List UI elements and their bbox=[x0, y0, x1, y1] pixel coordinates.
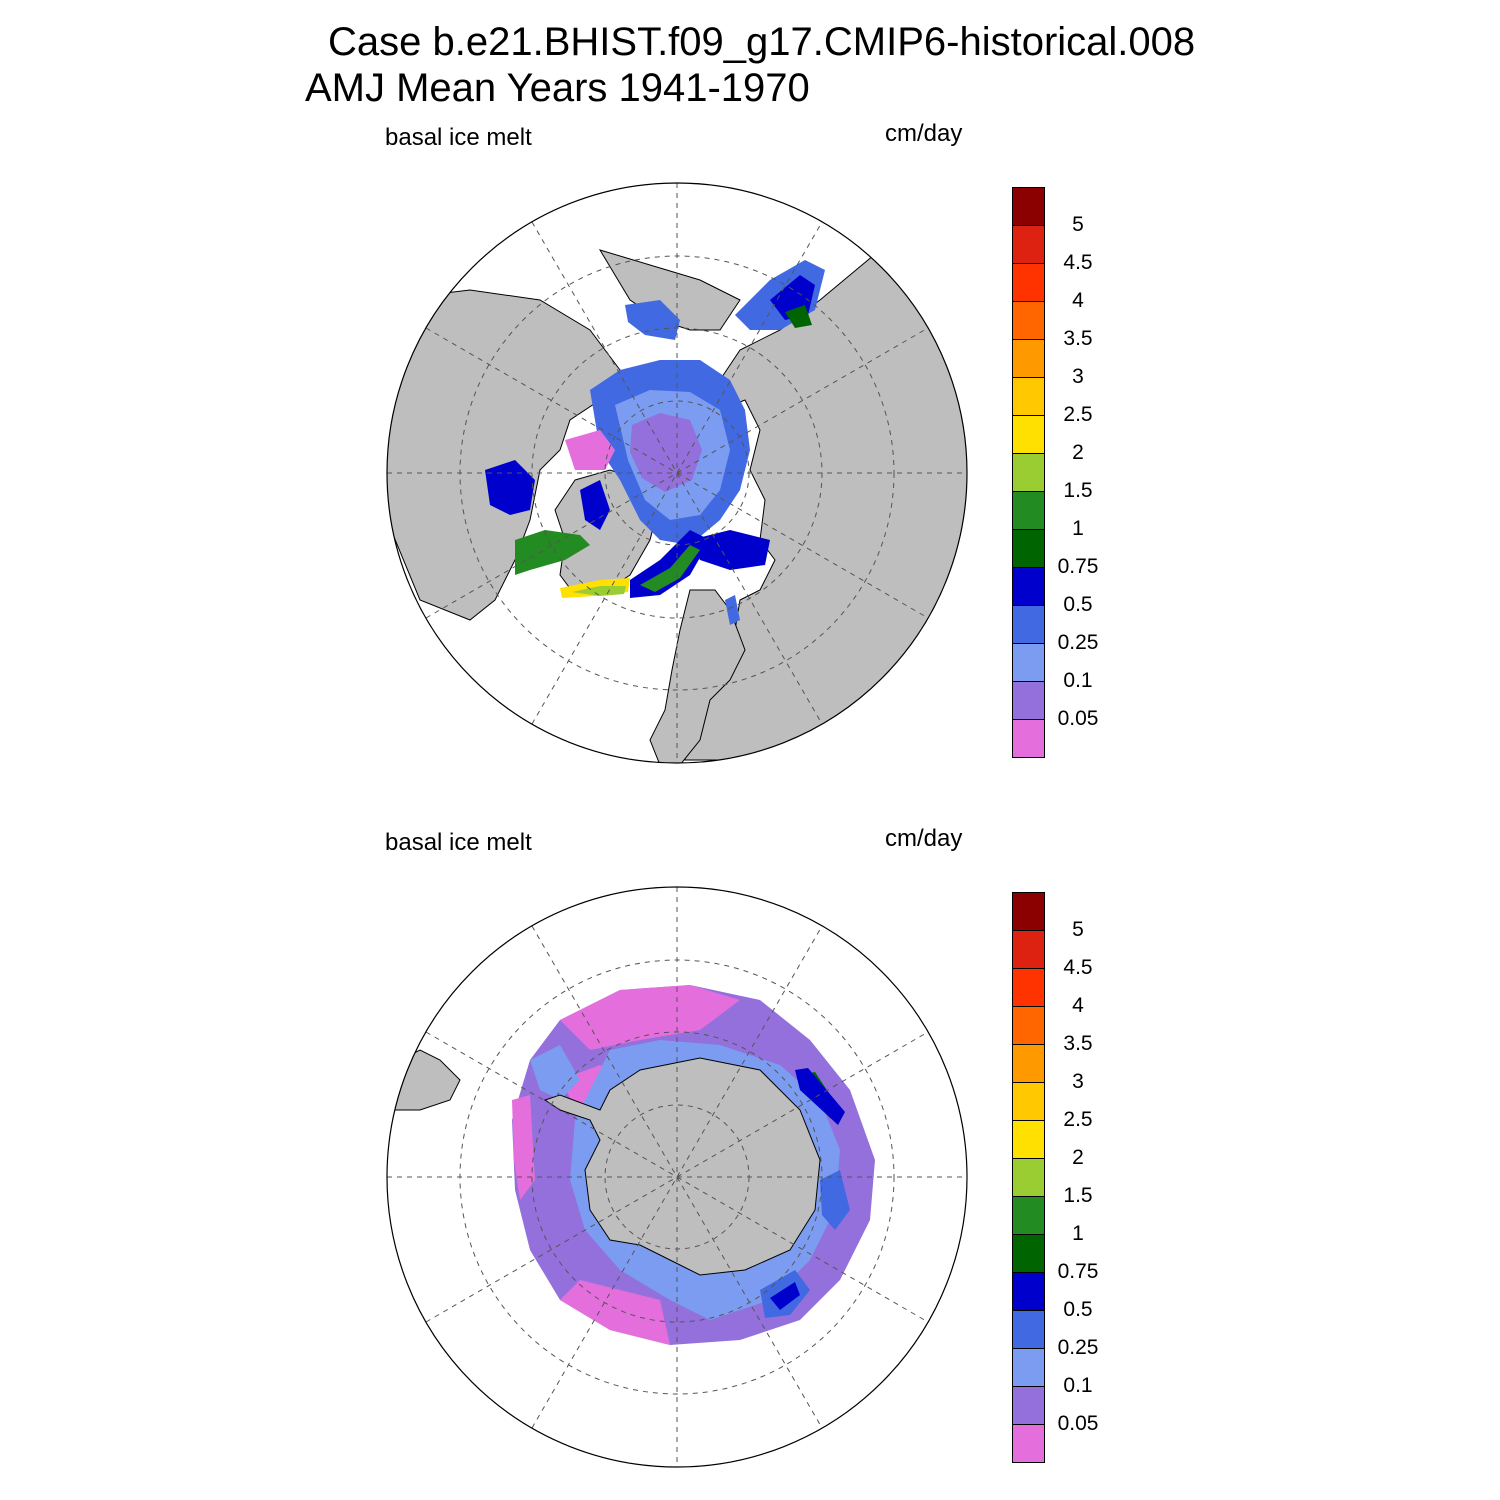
colorbar-swatch bbox=[1012, 225, 1045, 264]
hudson-bay-melt bbox=[485, 460, 535, 515]
bering-melt bbox=[625, 300, 680, 340]
colorbar-tick-label: 1.5 bbox=[1063, 1184, 1093, 1207]
colorbar-swatch bbox=[1012, 1120, 1045, 1159]
colorbar-tick-label: 5 bbox=[1072, 918, 1084, 941]
colorbar-tick-label: 3.5 bbox=[1063, 1032, 1093, 1055]
weddell-melt-010 bbox=[530, 1045, 580, 1100]
colorbar-tick-label: 4.5 bbox=[1063, 251, 1093, 274]
colorbar-swatch bbox=[1012, 491, 1045, 530]
antarctic-units-label: cm/day bbox=[885, 825, 963, 852]
arctic-units-label: cm/day bbox=[885, 120, 963, 147]
arctic-map-border bbox=[386, 182, 968, 764]
colorbar-swatch bbox=[1012, 1272, 1045, 1311]
colorbar-swatch bbox=[1012, 719, 1045, 758]
colorbar-swatch bbox=[1012, 930, 1045, 969]
colorbar-tick-label: 4.5 bbox=[1063, 956, 1093, 979]
colorbar-swatch bbox=[1012, 892, 1045, 931]
colorbar-swatch bbox=[1012, 415, 1045, 454]
east-melt-blue bbox=[795, 1068, 845, 1125]
colorbar-tick-label: 1 bbox=[1072, 1222, 1084, 1245]
labrador-melt bbox=[515, 530, 590, 575]
colorbar-swatch bbox=[1012, 339, 1045, 378]
colorbar-tick-label: 2 bbox=[1072, 1146, 1084, 1169]
antarctic-variable-label: basal ice melt bbox=[385, 829, 532, 856]
archipelago-melt bbox=[565, 430, 615, 470]
colorbar-swatch bbox=[1012, 1424, 1045, 1463]
colorbar-swatch bbox=[1012, 1158, 1045, 1197]
east-melt-025 bbox=[820, 1170, 850, 1230]
colorbar-swatch bbox=[1012, 263, 1045, 302]
figure-title-case: Case b.e21.BHIST.f09_g17.CMIP6-historica… bbox=[328, 20, 1196, 64]
colorbar-tick-label: 4 bbox=[1072, 994, 1084, 1017]
colorbar-tick-label: 1 bbox=[1072, 517, 1084, 540]
colorbar-tick-label: 0.05 bbox=[1057, 1412, 1099, 1435]
colorbar-tick-label: 0.05 bbox=[1057, 707, 1099, 730]
colorbar-swatch bbox=[1012, 1310, 1045, 1349]
colorbar-swatch bbox=[1012, 968, 1045, 1007]
okhotsk-melt-green bbox=[785, 305, 812, 328]
colorbar-tick-label: 0.1 bbox=[1063, 669, 1093, 692]
colorbar-swatch bbox=[1012, 1006, 1045, 1045]
colorbar-swatch bbox=[1012, 1044, 1045, 1083]
colorbar-tick-label: 2.5 bbox=[1063, 403, 1093, 426]
colorbar-tick-label: 4 bbox=[1072, 289, 1084, 312]
arctic-melt-005 bbox=[630, 413, 702, 492]
figure-title-period: AMJ Mean Years 1941-1970 bbox=[305, 66, 810, 110]
colorbar-swatch bbox=[1012, 377, 1045, 416]
colorbar-tick-label: 0.75 bbox=[1057, 1260, 1099, 1283]
arctic-variable-label: basal ice melt bbox=[385, 124, 532, 151]
colorbar-swatch bbox=[1012, 453, 1045, 492]
colorbar-swatch bbox=[1012, 605, 1045, 644]
arctic-gridlines bbox=[387, 183, 967, 763]
colorbar-swatch bbox=[1012, 1386, 1045, 1425]
colorbar-tick-label: 0.5 bbox=[1063, 1298, 1093, 1321]
irminger-melt-green bbox=[572, 586, 626, 596]
colorbar-tick-label: 0.25 bbox=[1057, 631, 1099, 654]
north-america-landmass bbox=[387, 289, 621, 621]
colorbar-tick-label: 0.5 bbox=[1063, 593, 1093, 616]
antarctic-map-border bbox=[386, 886, 968, 1468]
baffin-melt bbox=[580, 480, 610, 530]
baltic-melt bbox=[725, 595, 740, 625]
colorbar-tick-label: 2.5 bbox=[1063, 1108, 1093, 1131]
colorbar-tick-label: 0.75 bbox=[1057, 555, 1099, 578]
ross-melt-05 bbox=[770, 1282, 800, 1310]
colorbar-swatch bbox=[1012, 1348, 1045, 1387]
southern-ocean-melt-pink-1 bbox=[560, 985, 740, 1050]
colorbar-swatch bbox=[1012, 187, 1045, 226]
arctic-map bbox=[387, 183, 967, 763]
colorbar-tick-label: 3.5 bbox=[1063, 327, 1093, 350]
colorbar-swatch bbox=[1012, 1196, 1045, 1235]
colorbar-swatch bbox=[1012, 301, 1045, 340]
colorbar-tick-label: 0.1 bbox=[1063, 1374, 1093, 1397]
colorbar-swatch bbox=[1012, 567, 1045, 606]
colorbar-tick-label: 1.5 bbox=[1063, 479, 1093, 502]
colorbar-swatch bbox=[1012, 643, 1045, 682]
colorbar-tick-label: 2 bbox=[1072, 441, 1084, 464]
colorbar-tick-label: 5 bbox=[1072, 213, 1084, 236]
colorbar-tick-label: 0.25 bbox=[1057, 1336, 1099, 1359]
southern-ocean-melt-pink-4 bbox=[512, 1095, 535, 1200]
colorbar-tick-label: 3 bbox=[1072, 1070, 1084, 1093]
greenland-sea-melt-high bbox=[640, 545, 700, 592]
colorbar-tick-label: 3 bbox=[1072, 365, 1084, 388]
colorbar-swatch bbox=[1012, 1234, 1045, 1273]
colorbar-swatch bbox=[1012, 681, 1045, 720]
southern-ocean-melt-pink-3 bbox=[560, 1280, 670, 1345]
antarctic-gridlines bbox=[387, 887, 967, 1467]
colorbar-swatch bbox=[1012, 529, 1045, 568]
antarctic-map bbox=[387, 887, 967, 1467]
colorbar-swatch bbox=[1012, 1082, 1045, 1121]
